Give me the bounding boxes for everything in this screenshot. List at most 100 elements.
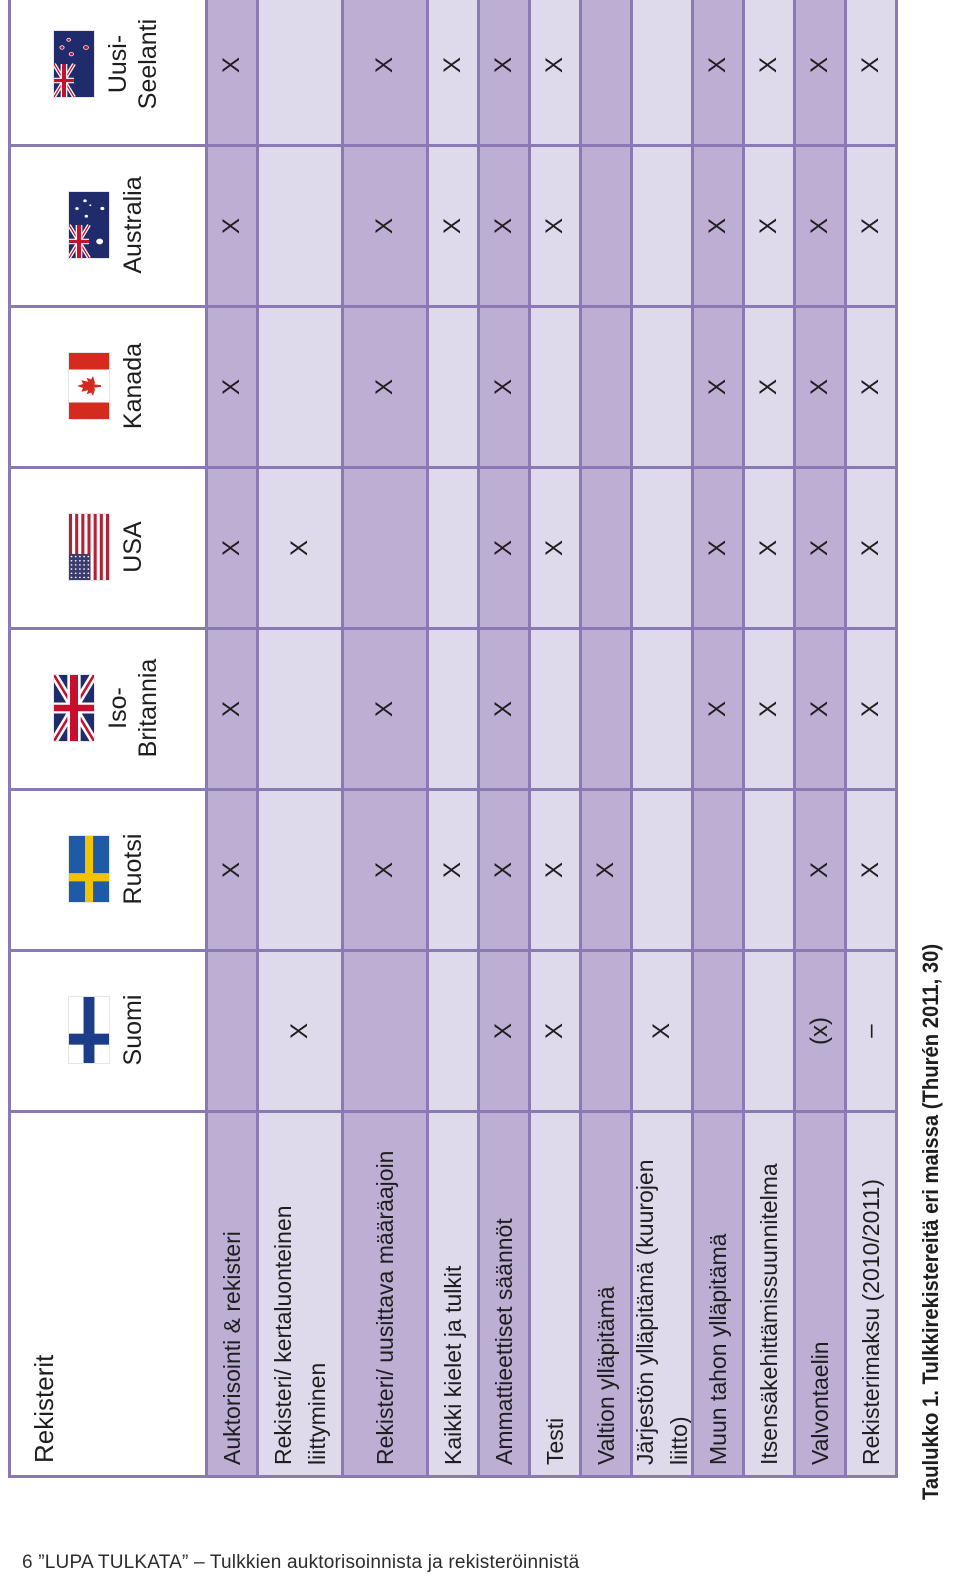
table-cell-mark: X [480,308,528,466]
row-label: Kaikki kielet ja tulkit [429,1113,477,1475]
table-cell-mark: X [429,791,477,949]
table-cell-mark: X [796,308,844,466]
row-label: Rekisteri/ uusittava määräajoin [344,1113,426,1475]
table-cell-mark: X [480,147,528,305]
table-cell-mark [582,308,630,466]
page-footer: 6 ”LUPA TULKATA” – Tulkkien auktorisoinn… [22,1552,579,1574]
country-name: Suomi [119,994,147,1066]
table-cell-mark: X [694,630,742,788]
table-cell-mark [531,308,579,466]
table-cell-mark: X [745,469,793,627]
table-cell-mark: X [847,308,895,466]
table-cell-mark [745,791,793,949]
table-cell-mark: X [745,630,793,788]
table-cell-mark: X [847,791,895,949]
table-cell-mark: X [633,952,691,1110]
table-cell-mark: – [847,952,895,1110]
country-header-inner: Suomi [11,965,205,1095]
table-cell-mark [582,952,630,1110]
country-name: USA [119,521,147,573]
table-cell-mark [208,952,256,1110]
table-cell-mark: X [480,0,528,144]
country-header-finland: Suomi [11,952,205,1110]
finland-flag-icon [68,996,110,1064]
country-header-inner: USA [11,482,205,612]
table-cell-mark [633,147,691,305]
table-cell-mark: X [847,469,895,627]
table-cell-mark [633,469,691,627]
table-cell-mark: X [208,791,256,949]
row-label: Itsensäkehittämissuunnitelma [745,1113,793,1475]
table-cell-mark [531,630,579,788]
usa-flag-icon [68,513,110,581]
page-number: 6 [22,1552,33,1573]
table-cell-mark: X [344,147,426,305]
table-cell-mark [429,630,477,788]
table-cell-mark: X [694,0,742,144]
country-header-inner: Iso-Britannia [11,643,205,773]
canada-flag-icon [68,352,110,420]
country-header-inner: Ruotsi [11,804,205,934]
table-cell-mark: X [694,308,742,466]
row-label: Muun tahon ylläpitämä [694,1113,742,1475]
country-header-sweden: Ruotsi [11,791,205,949]
table-cell-mark: X [208,147,256,305]
country-header-uk: Iso-Britannia [11,630,205,788]
table-cell-mark: X [531,952,579,1110]
table-cell-mark [429,952,477,1110]
table-cell-mark: X [480,952,528,1110]
country-header-australia: Australia [11,147,205,305]
table-cell-mark: X [208,469,256,627]
table-cell-mark [344,469,426,627]
country-header-usa: USA [11,469,205,627]
header-label: Rekisterit [29,1354,59,1463]
registry-table: Rekisterit Suomi Ruotsi Iso-Britannia USA Kan… [8,0,898,1478]
table-cell-mark [633,0,691,144]
table-cell-mark: X [531,0,579,144]
table-cell-mark [259,630,341,788]
country-name: Uusi-Seelanti [104,18,162,110]
sweden-flag-icon [68,835,110,903]
table-cell-mark [633,308,691,466]
table-cell-mark: X [208,630,256,788]
country-header-inner: Uusi-Seelanti [11,0,205,129]
table-cell-mark: X [259,952,341,1110]
uk-flag-icon [50,673,98,743]
row-label: Järjestön ylläpitämä (kuurojen liitto) [633,1113,691,1475]
row-label: Testi [531,1113,579,1475]
table-cell-mark: X [694,147,742,305]
header-label-cell: Rekisterit [11,1113,205,1475]
table-cell-mark: X [429,0,477,144]
table-cell-mark: X [531,469,579,627]
table-cell-mark [694,791,742,949]
table-cell-mark: X [208,308,256,466]
table-cell-mark: X [847,147,895,305]
table-cell-mark [259,0,341,144]
australia-flag-icon [67,191,110,259]
country-name: Ruotsi [119,833,147,905]
table-cell-mark: X [480,791,528,949]
table-cell-mark: X [796,791,844,949]
table-cell-mark [633,630,691,788]
table-cell-mark: X [796,630,844,788]
table-caption: Taulukko 1. Tulkkirekistereitä eri maiss… [918,943,943,1500]
table-cell-mark: X [847,630,895,788]
table-cell-mark: X [429,147,477,305]
table-cell-mark [582,630,630,788]
table-cell-mark [429,469,477,627]
table-cell-mark: X [208,0,256,144]
table-cell-mark [582,469,630,627]
table-cell-mark [259,791,341,949]
table-cell-mark [582,0,630,144]
row-label: Valvontaelin [796,1113,844,1475]
table-cell-mark: X [694,469,742,627]
row-label: Auktorisointi & rekisteri [208,1113,256,1475]
country-header-inner: Australia [11,160,205,290]
table-cell-mark [429,308,477,466]
table-cell-mark: X [344,791,426,949]
table-cell-mark [633,791,691,949]
country-header-inner: Kanada [11,321,205,451]
table-cell-mark: X [745,308,793,466]
table-cell-mark: X [745,147,793,305]
